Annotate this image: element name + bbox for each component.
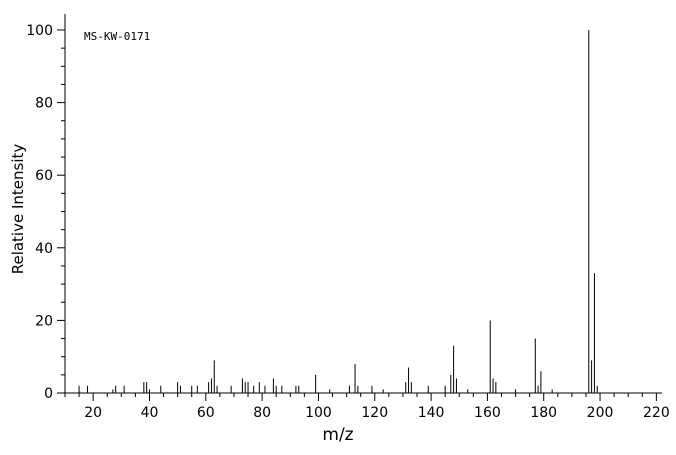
x-tick-label: 180 <box>530 405 557 421</box>
x-tick-label: 40 <box>141 405 159 421</box>
x-tick-label: 220 <box>643 405 670 421</box>
x-axis-label: m/z <box>322 425 354 445</box>
y-tick-label: 80 <box>35 96 53 112</box>
y-tick-label: 40 <box>35 241 53 257</box>
x-tick-label: 20 <box>84 405 102 421</box>
spectrum-id-annotation: MS-KW-0171 <box>84 30 151 43</box>
y-tick-label: 20 <box>35 313 53 329</box>
x-tick-label: 100 <box>305 405 332 421</box>
x-tick-label: 80 <box>253 405 271 421</box>
y-tick-label: 100 <box>26 23 53 39</box>
x-tick-label: 60 <box>197 405 215 421</box>
x-tick-label: 120 <box>361 405 388 421</box>
y-tick-label: 0 <box>44 386 53 402</box>
y-axis-label: Relative Intensity <box>9 143 27 275</box>
x-tick-label: 200 <box>587 405 614 421</box>
y-tick-label: 60 <box>35 168 53 184</box>
x-tick-label: 140 <box>418 405 445 421</box>
x-tick-label: 160 <box>474 405 501 421</box>
